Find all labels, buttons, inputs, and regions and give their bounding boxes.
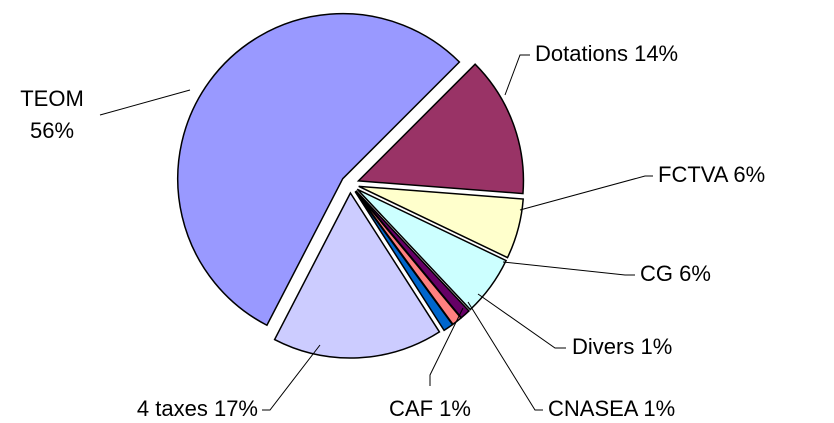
value-label: 6% [733,162,765,187]
value-label: 17% [214,396,258,421]
leader-line [262,344,321,411]
value-label: 1% [643,396,675,421]
leader-line [467,301,543,411]
category-label: Dotations [535,41,628,66]
category-label: CAF [389,396,433,421]
pie-slice [356,63,525,195]
value-label: 1% [640,334,672,359]
value-label: 56% [30,118,74,143]
slice-label: Divers 1% [572,334,672,359]
slice-label: CAF 1% [389,396,471,421]
pie-slice [358,185,525,259]
category-label: 4 taxes [137,396,208,421]
category-label: Divers [572,334,634,359]
pie-slice [176,12,461,327]
category-label: FCTVA [658,162,729,187]
category-label: TEOM [20,86,84,111]
category-label: CG [640,261,673,286]
slice-label: CNASEA 1% [548,396,675,421]
pie-slice [354,190,454,332]
pie-slice [356,188,508,311]
slice-label: TEOM 56% [20,86,84,143]
leader-line [504,54,530,96]
category-label: CNASEA [548,396,639,421]
leader-line [502,261,635,276]
slice-label: CG 6% [640,261,711,286]
value-label: 1% [439,396,471,421]
slice-label: Dotations 14% [535,41,678,66]
leader-line [429,307,464,386]
leader-line [519,175,653,211]
pie-slice [273,191,441,359]
value-label: 14% [634,41,678,66]
slice-label: FCTVA 6% [658,162,765,187]
leader-line [477,293,566,349]
value-label: 6% [679,261,711,286]
slice-label: 4 taxes 17% [137,396,258,421]
leader-line [99,89,191,116]
